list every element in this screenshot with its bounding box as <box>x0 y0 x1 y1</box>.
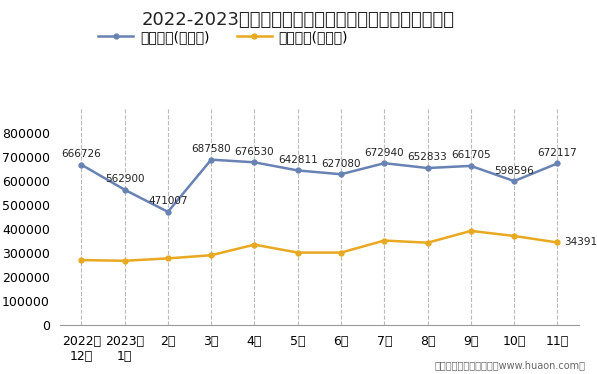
Legend: 出口总额(万美元), 进口总额(万美元): 出口总额(万美元), 进口总额(万美元) <box>93 24 354 49</box>
Text: 343913: 343913 <box>564 237 597 248</box>
Text: 672117: 672117 <box>537 148 577 158</box>
Line: 出口总额(万美元): 出口总额(万美元) <box>79 157 560 214</box>
出口总额(万美元) <box>381 161 388 165</box>
出口总额(万美元) <box>510 179 518 183</box>
进口总额(万美元) <box>381 238 388 243</box>
Text: 672940: 672940 <box>365 148 404 157</box>
进口总额(万美元) <box>251 242 258 247</box>
Text: 661705: 661705 <box>451 150 491 160</box>
出口总额(万美元) <box>554 161 561 166</box>
Text: 676530: 676530 <box>235 147 274 157</box>
进口总额(万美元) <box>337 250 344 255</box>
进口总额(万美元) <box>510 234 518 238</box>
进口总额(万美元) <box>294 250 301 255</box>
出口总额(万美元) <box>78 162 85 167</box>
进口总额(万美元) <box>164 256 171 261</box>
出口总额(万美元) <box>294 168 301 173</box>
进口总额(万美元) <box>121 258 128 263</box>
进口总额(万美元) <box>424 240 431 245</box>
出口总额(万美元) <box>424 166 431 170</box>
进口总额(万美元) <box>78 258 85 262</box>
出口总额(万美元) <box>467 164 475 168</box>
进口总额(万美元) <box>554 240 561 245</box>
Text: 2022-2023年安徽省商品收发货人所在地进、出口额统计: 2022-2023年安徽省商品收发货人所在地进、出口额统计 <box>142 11 455 29</box>
出口总额(万美元) <box>121 187 128 192</box>
进口总额(万美元) <box>208 253 215 257</box>
出口总额(万美元) <box>251 160 258 165</box>
出口总额(万美元) <box>164 209 171 214</box>
Text: 制图：华经产业研究院（www.huaon.com）: 制图：华经产业研究院（www.huaon.com） <box>434 360 585 370</box>
Text: 652833: 652833 <box>408 153 448 162</box>
Text: 471007: 471007 <box>148 196 187 206</box>
出口总额(万美元) <box>208 157 215 162</box>
Text: 666726: 666726 <box>61 149 101 159</box>
Text: 642811: 642811 <box>278 155 318 165</box>
Text: 627080: 627080 <box>321 159 361 169</box>
Text: 687580: 687580 <box>192 144 231 154</box>
Text: 598596: 598596 <box>494 166 534 175</box>
Line: 进口总额(万美元): 进口总额(万美元) <box>79 229 560 263</box>
Text: 562900: 562900 <box>105 174 144 184</box>
进口总额(万美元) <box>467 229 475 233</box>
出口总额(万美元) <box>337 172 344 177</box>
